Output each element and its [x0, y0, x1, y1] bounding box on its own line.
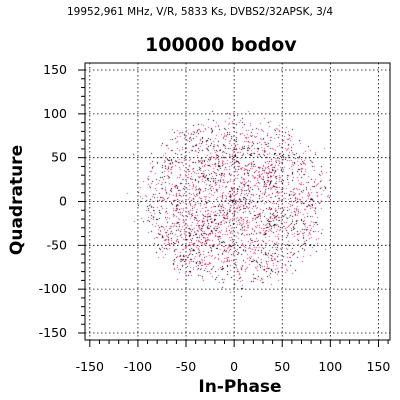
x-axis-ticks: -150 -100 -50 0 50 100 150 — [76, 340, 391, 374]
x-tick-label: -150 — [76, 359, 104, 374]
x-tick-label: 0 — [230, 359, 238, 374]
x-tick-label: -100 — [124, 359, 152, 374]
y-tick-label: -100 — [39, 281, 67, 296]
x-tick-label: 150 — [367, 359, 391, 374]
scatter-cloud — [85, 63, 390, 340]
y-tick-label: -150 — [39, 325, 67, 340]
chart-subtitle: 19952,961 MHz, V/R, 5833 Ks, DVBS2/32APS… — [66, 6, 334, 18]
y-tick-label: -50 — [47, 237, 67, 252]
x-tick-label: 50 — [274, 359, 290, 374]
y-tick-label: 100 — [43, 106, 67, 121]
x-axis-label: In-Phase — [198, 377, 281, 397]
x-tick-label: 100 — [318, 359, 342, 374]
y-tick-label: 50 — [51, 150, 67, 165]
chart-title: 100000 bodov — [145, 34, 297, 56]
x-tick-label: -50 — [176, 359, 196, 374]
y-axis-label: Quadrature — [7, 145, 27, 255]
y-tick-label: 0 — [59, 194, 67, 209]
y-axis-ticks: -150 -100 -50 0 50 100 150 — [39, 62, 85, 340]
y-tick-label: 150 — [43, 62, 67, 77]
